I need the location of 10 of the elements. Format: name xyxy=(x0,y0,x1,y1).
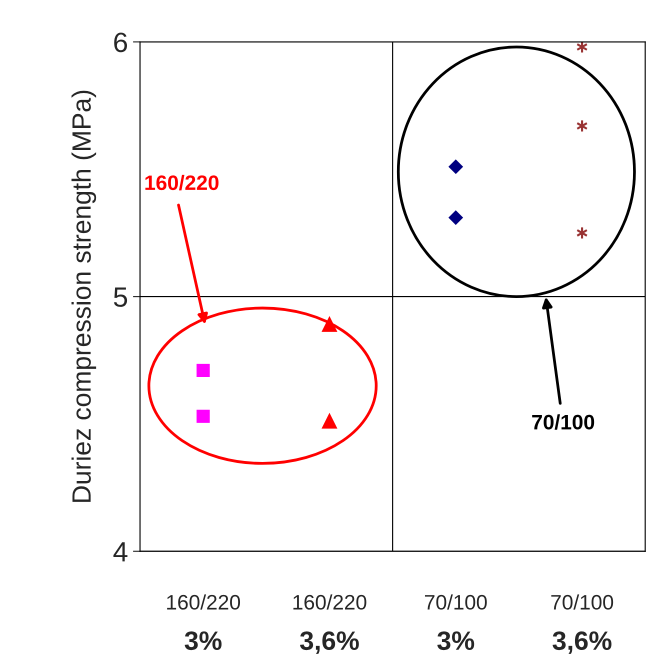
y-tick-label: 4 xyxy=(113,542,128,562)
y-tick-label: 6 xyxy=(114,32,128,52)
x-tick-label: 70/100 3,6% xyxy=(551,594,614,654)
annotation: 70/100 xyxy=(532,414,594,430)
x-tick-label: 160/220 3,6% xyxy=(293,594,366,654)
x-tick-label: 160/220 3% xyxy=(167,594,240,650)
annotation: 160/220 xyxy=(145,174,219,190)
x-tick-label: 70/100 3% xyxy=(424,594,487,650)
y-tick-label: 5 xyxy=(114,288,128,307)
y-axis-title: Duriez compression strength (MPa) xyxy=(72,90,96,502)
